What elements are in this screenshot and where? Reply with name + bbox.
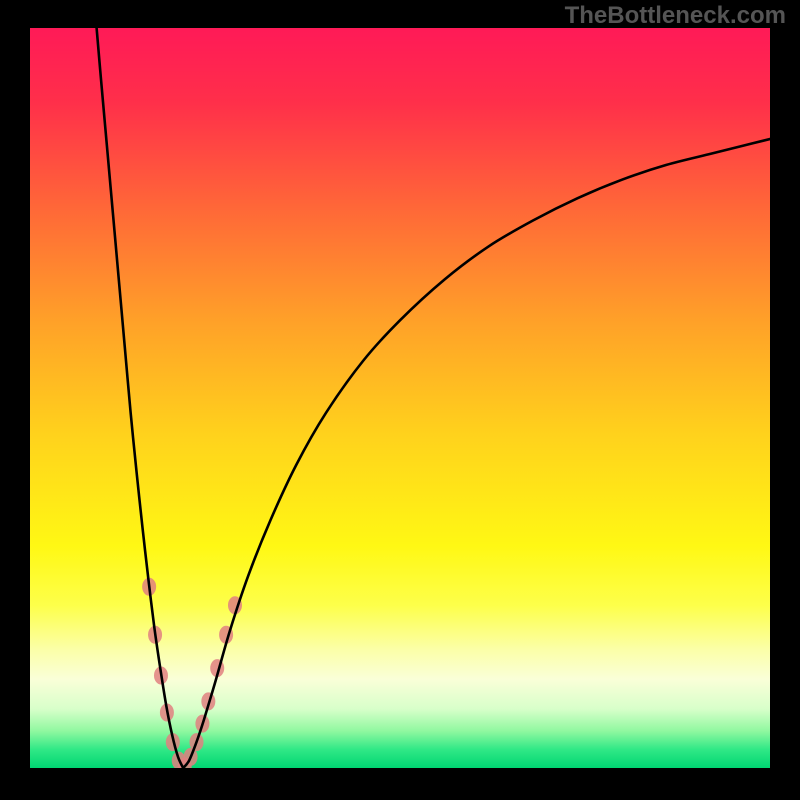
- curve-left: [97, 28, 184, 768]
- plot-area: [30, 28, 770, 768]
- marker-group: [142, 578, 242, 768]
- curve-right: [183, 139, 770, 768]
- chart-svg: [30, 28, 770, 768]
- watermark-text: TheBottleneck.com: [565, 2, 786, 30]
